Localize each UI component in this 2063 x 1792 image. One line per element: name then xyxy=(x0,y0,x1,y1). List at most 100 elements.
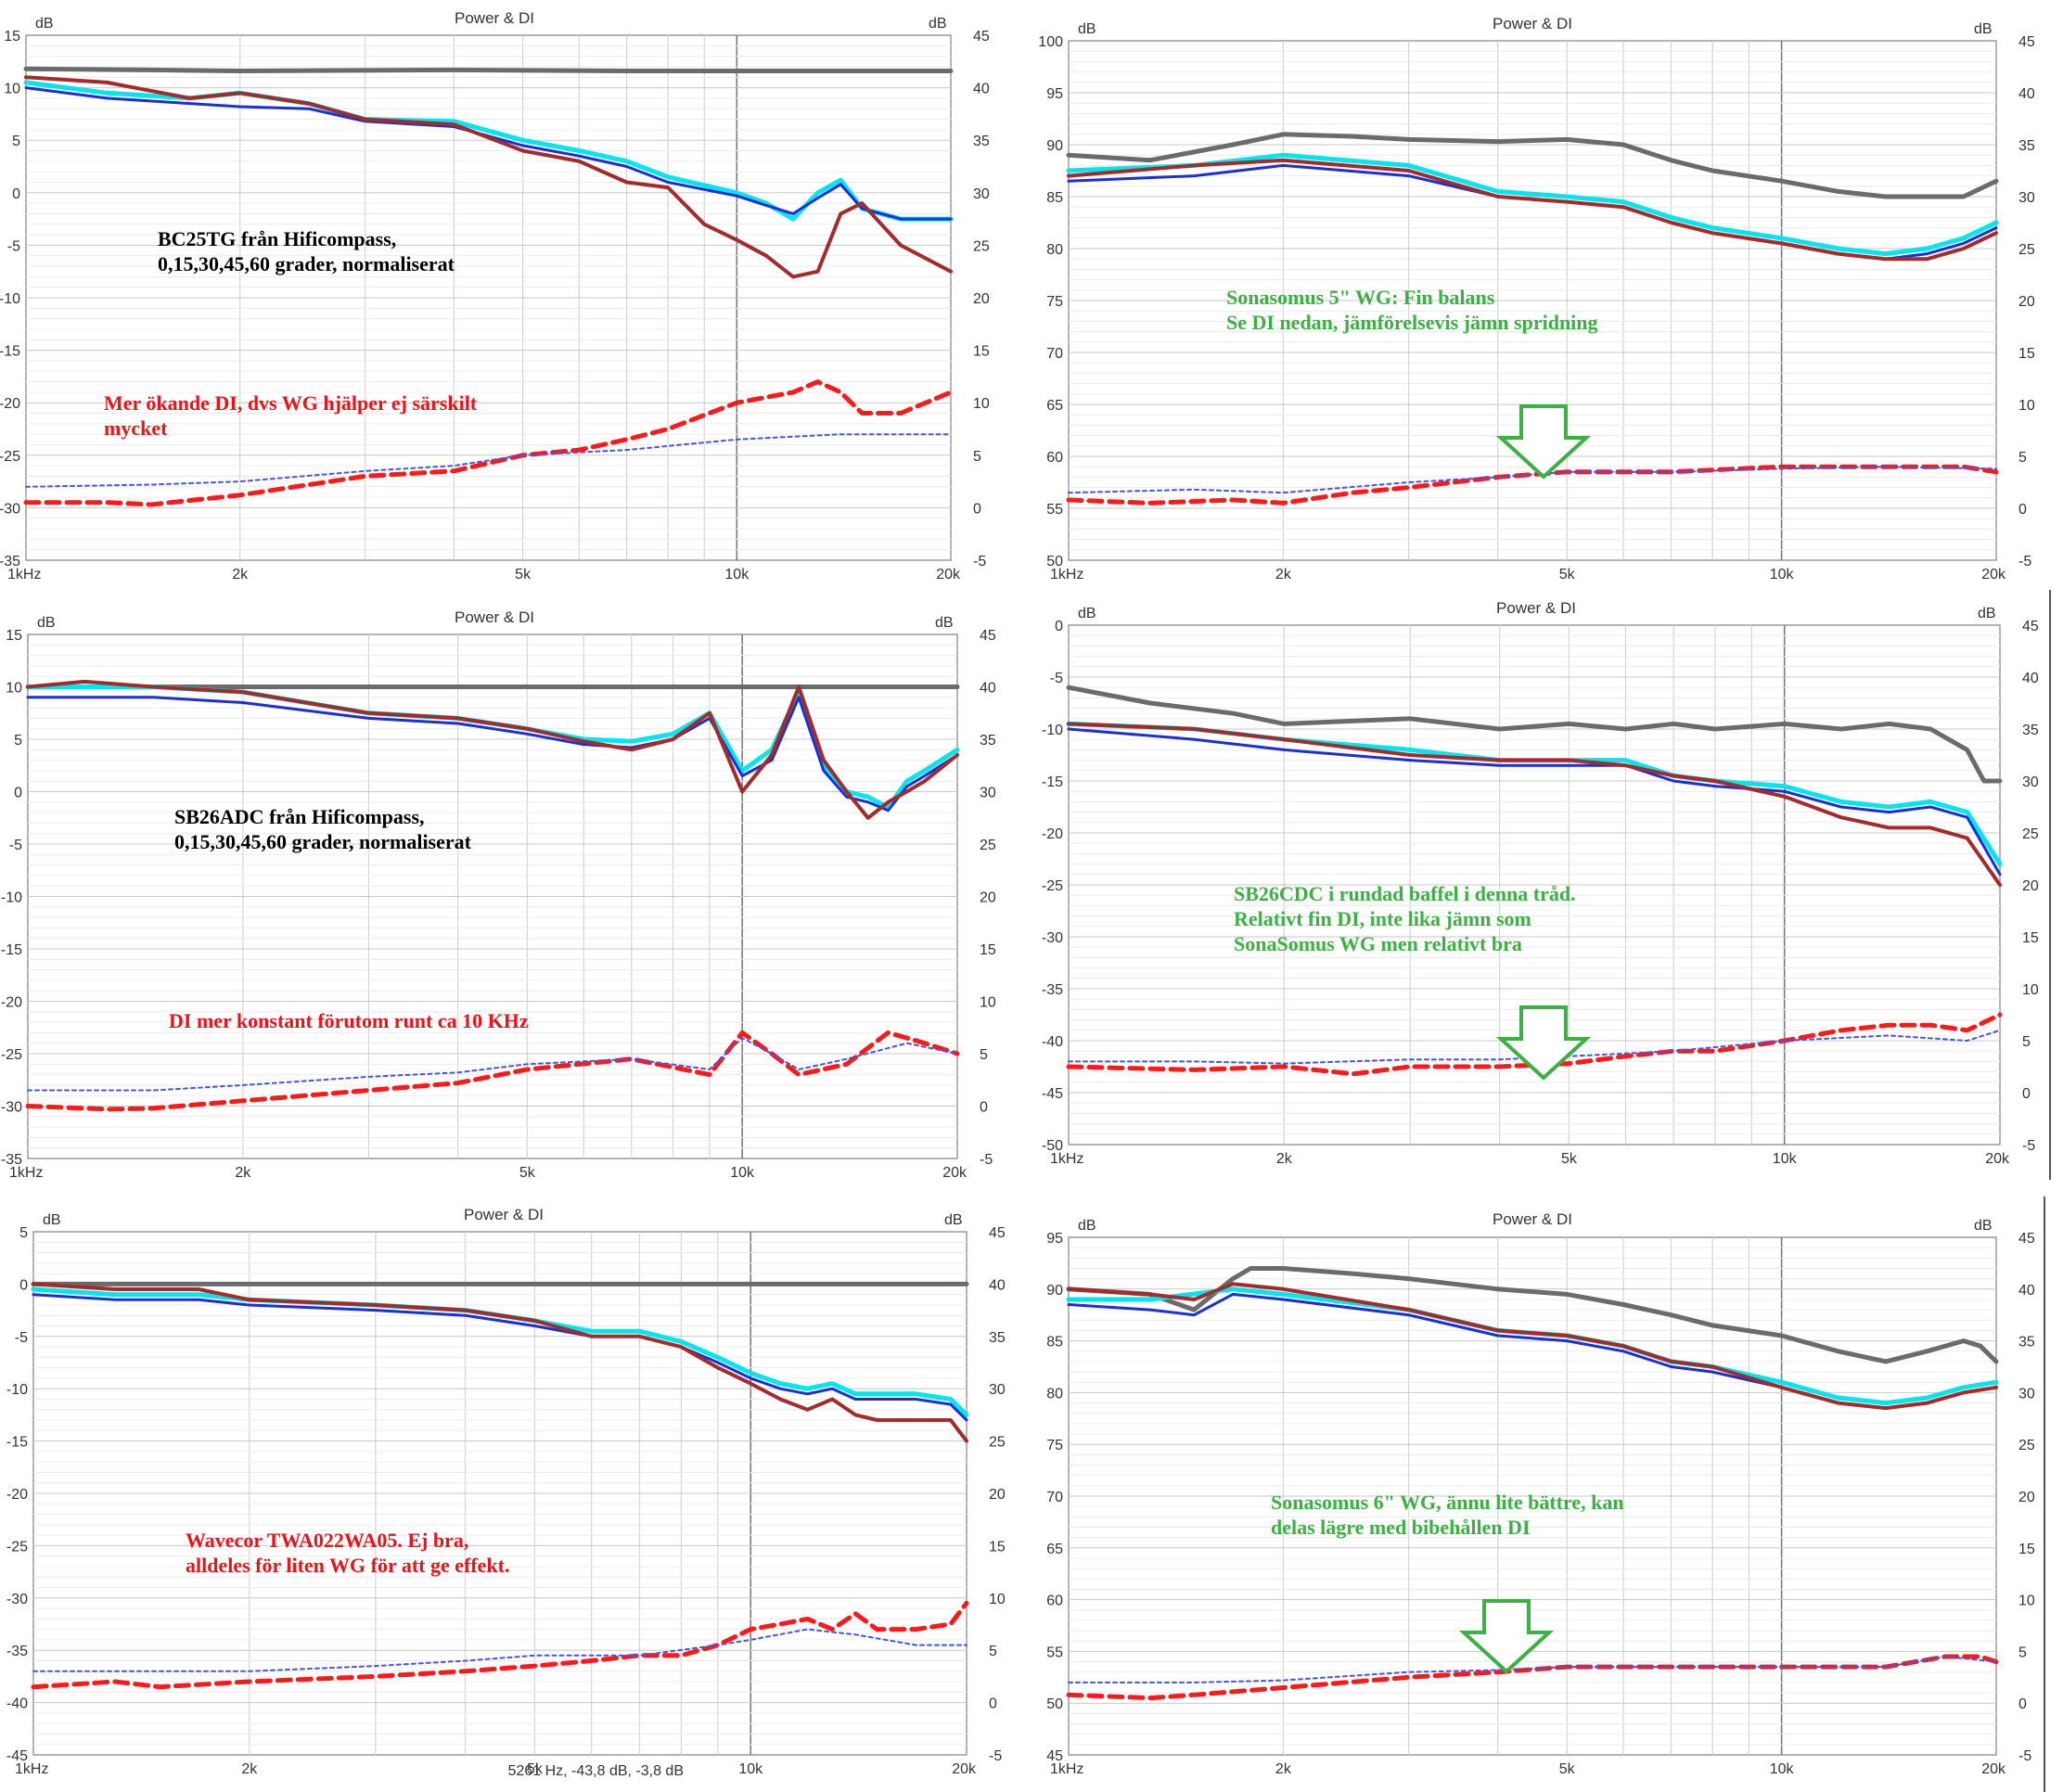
y-tick-label-right: 30 xyxy=(2022,774,2039,790)
y-tick-label-right: 0 xyxy=(2018,1696,2027,1712)
cursor-readout: 5261 Hz, -43,8 dB, -3,8 dB xyxy=(508,1763,684,1779)
y-tick-label-left: -10 xyxy=(0,291,20,307)
grid xyxy=(26,35,951,560)
y-tick-label-left: 70 xyxy=(1046,1490,1063,1505)
annotation-line: Mer ökande DI, dvs WG hjälper ej särskil… xyxy=(104,391,478,415)
x-tick-label: 2k xyxy=(235,1165,251,1181)
y-tick-label-left: -35 xyxy=(1,1152,22,1168)
series-line-2 xyxy=(1066,152,1999,257)
y-tick-label-right: 40 xyxy=(989,1277,1006,1293)
y-tick-label-right: 35 xyxy=(2018,138,2035,154)
y-tick-label-left: 65 xyxy=(1046,1542,1063,1557)
y-tick-label-right: 30 xyxy=(973,186,990,202)
y-tick-label-left: 0 xyxy=(12,186,20,202)
annotation-line: Sonasomus 6" WG, ännu lite bättre, kan xyxy=(1271,1491,1624,1514)
y-tick-label-left: 60 xyxy=(1046,1594,1063,1609)
y-tick-label-left: 0 xyxy=(19,1277,28,1293)
y-tick-label-right: 0 xyxy=(973,501,981,517)
annotation-line: Wavecor TWA022WA05. Ej bra, xyxy=(186,1529,468,1552)
y-tick-label-right: 15 xyxy=(2018,346,2035,362)
series-line-1 xyxy=(1066,1266,1999,1364)
chart-title: Power & DI xyxy=(1496,599,1576,617)
y-tick-label-right: 35 xyxy=(2018,1335,2035,1350)
y-tick-label-left: 90 xyxy=(1046,138,1063,154)
y-tick-label-left: -35 xyxy=(1042,982,1063,998)
y-tick-label-left: -25 xyxy=(1042,878,1063,894)
chart-title: Power & DI xyxy=(464,1206,544,1223)
x-tick-label: 20k xyxy=(1985,1151,2010,1167)
down-arrow-icon xyxy=(1495,404,1592,480)
y-tick-label-left: -5 xyxy=(7,238,20,254)
y-tick-label-right: 20 xyxy=(2022,878,2039,894)
y-tick-label-right: 45 xyxy=(2018,1231,2035,1247)
annotation-text: BC25TG från Hificompass, 0,15,30,45,60 gr… xyxy=(158,227,455,275)
y-tick-label-left: 5 xyxy=(14,733,22,749)
y-tick-label-right: 10 xyxy=(973,396,990,412)
y-tick-label-left: 15 xyxy=(4,29,20,45)
y-tick-label-left: -15 xyxy=(0,344,20,360)
y-tick-label-left: -10 xyxy=(1,890,22,906)
series-line-3 xyxy=(24,86,953,221)
down-arrow-icon xyxy=(1495,1005,1592,1081)
y-tick-label-left: 85 xyxy=(1046,190,1063,206)
annotation-line: DI mer konstant förutom runt ca 10 KHz xyxy=(169,1009,529,1032)
right-unit-label: dB xyxy=(944,1212,963,1228)
annotation-line: mycket xyxy=(104,416,168,440)
y-tick-label-left: 80 xyxy=(1046,1386,1063,1402)
x-tick-label: 2k xyxy=(1275,1761,1292,1777)
y-tick-label-right: 25 xyxy=(980,838,996,853)
y-tick-label-left: 55 xyxy=(1046,502,1063,518)
annotation-text: Sonasomus 5" WG: Fin balans Se DI nedan, … xyxy=(1226,286,1598,334)
y-tick-label-right: -5 xyxy=(2018,554,2031,570)
y-tick-label-left: 0 xyxy=(1055,619,1063,634)
y-tick-label-left: 0 xyxy=(14,786,22,801)
y-tick-label-right: 45 xyxy=(2022,619,2039,634)
y-tick-label-right: 30 xyxy=(2018,190,2035,206)
x-tick-label: 2k xyxy=(1276,1151,1293,1167)
series-line-6 xyxy=(25,433,952,488)
x-tick-label: 10k xyxy=(1773,1151,1798,1167)
right-unit-label: dB xyxy=(1974,21,1993,37)
chart-panel-3: Power & DI dB dB 15 10 5 0 -5 -10 -15 -20 -25 -30 -35… xyxy=(1,608,996,1181)
x-tick-label: 10k xyxy=(1770,1761,1795,1777)
y-tick-label-right: 5 xyxy=(973,449,981,465)
y-tick-label-right: 35 xyxy=(980,733,996,749)
y-tick-label-left: -10 xyxy=(1042,723,1063,738)
annotation-line: SB26ADC från Hificompass, xyxy=(174,805,425,828)
y-tick-label-right: 5 xyxy=(2018,1645,2027,1660)
y-tick-label-left: 45 xyxy=(1046,1748,1063,1764)
chart-title: Power & DI xyxy=(455,9,534,27)
x-tick-label: 2k xyxy=(1275,567,1292,582)
left-unit-label: dB xyxy=(1078,1218,1096,1234)
y-tick-label-right: 0 xyxy=(989,1696,997,1712)
y-tick-label-left: 15 xyxy=(6,628,22,644)
y-tick-label-left: -40 xyxy=(1042,1034,1063,1050)
y-tick-label-right: 5 xyxy=(980,1047,988,1063)
y-tick-label-right: 40 xyxy=(980,681,996,697)
y-tick-label-left: -40 xyxy=(6,1696,28,1712)
left-unit-label: dB xyxy=(35,16,54,32)
y-tick-label-right: -5 xyxy=(989,1748,1002,1764)
y-tick-label-right: 20 xyxy=(980,890,996,906)
y-tick-label-left: -30 xyxy=(6,1592,28,1607)
x-tick-label: 5k xyxy=(1561,1151,1578,1167)
y-tick-label-right: 0 xyxy=(2018,502,2027,518)
chart-title: Power & DI xyxy=(455,608,534,626)
annotation-text: DI mer konstant förutom runt ca 10 KHz xyxy=(169,1009,529,1032)
series-line-4 xyxy=(1067,158,1998,262)
y-tick-label-right: 15 xyxy=(973,344,990,360)
y-tick-label-left: 75 xyxy=(1046,294,1063,310)
y-tick-label-left: 85 xyxy=(1046,1335,1063,1350)
y-tick-label-left: 5 xyxy=(19,1225,28,1241)
y-tick-label-right: -5 xyxy=(2018,1748,2031,1764)
y-tick-label-right: 35 xyxy=(989,1330,1006,1346)
y-tick-label-left: 50 xyxy=(1046,554,1063,570)
right-unit-label: dB xyxy=(929,16,947,32)
annotation-text: SB26ADC från Hificompass, 0,15,30,45,60 g… xyxy=(174,805,472,853)
left-unit-label: dB xyxy=(37,615,56,631)
x-tick-label: 1kHz xyxy=(1050,567,1083,582)
annotation-line: Relativt fin DI, inte lika jämn som xyxy=(1234,907,1531,930)
